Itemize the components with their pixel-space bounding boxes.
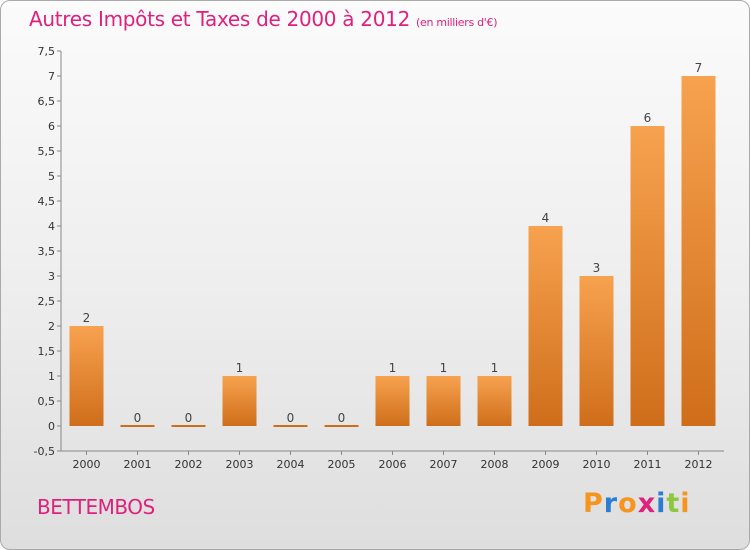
chart-title: Autres Impôts et Taxes de 2000 à 2012 (en… (29, 7, 497, 31)
data-label: 1 (389, 361, 397, 375)
logo-letter: o (618, 488, 638, 519)
bar (579, 276, 614, 426)
chart-title-text: Autres Impôts et Taxes de 2000 à 2012 (29, 7, 410, 31)
data-label: 2 (83, 311, 91, 325)
y-tick-label: 0,5 (38, 395, 56, 408)
y-axis-ticks: -0,5 0 0,5 1 1,5 2 2,5 3 3,5 4 4,5 5 5,5 6 6,5 7 7,5 (34, 45, 61, 458)
logo-letter: i (656, 488, 667, 519)
bar (477, 376, 512, 426)
bar (69, 326, 104, 426)
x-tick-label: 2002 (175, 458, 203, 471)
bar (528, 226, 563, 426)
data-label: 7 (695, 61, 703, 75)
bar (426, 376, 461, 426)
y-tick-label: 2,5 (38, 295, 56, 308)
x-tick-label: 2004 (277, 458, 305, 471)
x-tick-label: 2012 (685, 458, 713, 471)
data-label: 0 (185, 411, 193, 425)
y-tick-label: 1,5 (38, 345, 56, 358)
logo-letter: t (666, 488, 681, 519)
y-tick-label: 6 (48, 120, 55, 133)
x-tick-label: 2009 (532, 458, 560, 471)
x-tick-label: 2000 (73, 458, 101, 471)
y-tick-label: 7,5 (38, 45, 56, 58)
x-tick-label: 2011 (634, 458, 662, 471)
bars-group: 2 0 0 1 0 0 1 1 1 4 3 6 7 (69, 61, 716, 427)
y-tick-label: 7 (48, 70, 55, 83)
data-label: 1 (236, 361, 244, 375)
chart-title-unit: (en milliers d'€) (416, 16, 498, 29)
y-tick-label: 2 (48, 320, 55, 333)
y-tick-label: 6,5 (38, 95, 56, 108)
x-tick-label: 2006 (379, 458, 407, 471)
y-tick-label: 4,5 (38, 195, 56, 208)
y-tick-label: 3,5 (38, 245, 56, 258)
y-tick-label: 1 (48, 370, 55, 383)
logo-letter: x (637, 488, 657, 519)
bar (681, 76, 716, 426)
bar (375, 376, 410, 426)
logo-letter: r (603, 488, 619, 519)
y-tick-label: 5 (48, 170, 55, 183)
data-label: 6 (644, 111, 652, 125)
logo-letter: i (680, 488, 691, 519)
y-tick-label: 4 (48, 220, 55, 233)
x-tick-label: 2010 (583, 458, 611, 471)
data-label: 1 (491, 361, 499, 375)
logo-letter: P (583, 488, 604, 519)
proxiti-logo: Proxiti (583, 488, 691, 519)
y-tick-label: 5,5 (38, 145, 56, 158)
data-label: 0 (287, 411, 295, 425)
x-axis-ticks: 2000 2001 2002 2003 2004 2005 2006 2007 2008 2009… (73, 451, 713, 471)
y-tick-label: 0 (48, 420, 55, 433)
data-label: 3 (593, 261, 601, 275)
x-tick-label: 2007 (430, 458, 458, 471)
bar (222, 376, 257, 426)
commune-name: BETTEMBOS (37, 495, 155, 519)
x-tick-label: 2008 (481, 458, 509, 471)
data-label: 4 (542, 211, 550, 225)
data-label: 0 (338, 411, 346, 425)
data-label: 1 (440, 361, 448, 375)
x-tick-label: 2003 (226, 458, 254, 471)
y-tick-label: -0,5 (34, 445, 55, 458)
y-tick-label: 3 (48, 270, 55, 283)
bar (630, 126, 665, 426)
data-label: 0 (134, 411, 142, 425)
x-tick-label: 2001 (124, 458, 152, 471)
x-tick-label: 2005 (328, 458, 356, 471)
